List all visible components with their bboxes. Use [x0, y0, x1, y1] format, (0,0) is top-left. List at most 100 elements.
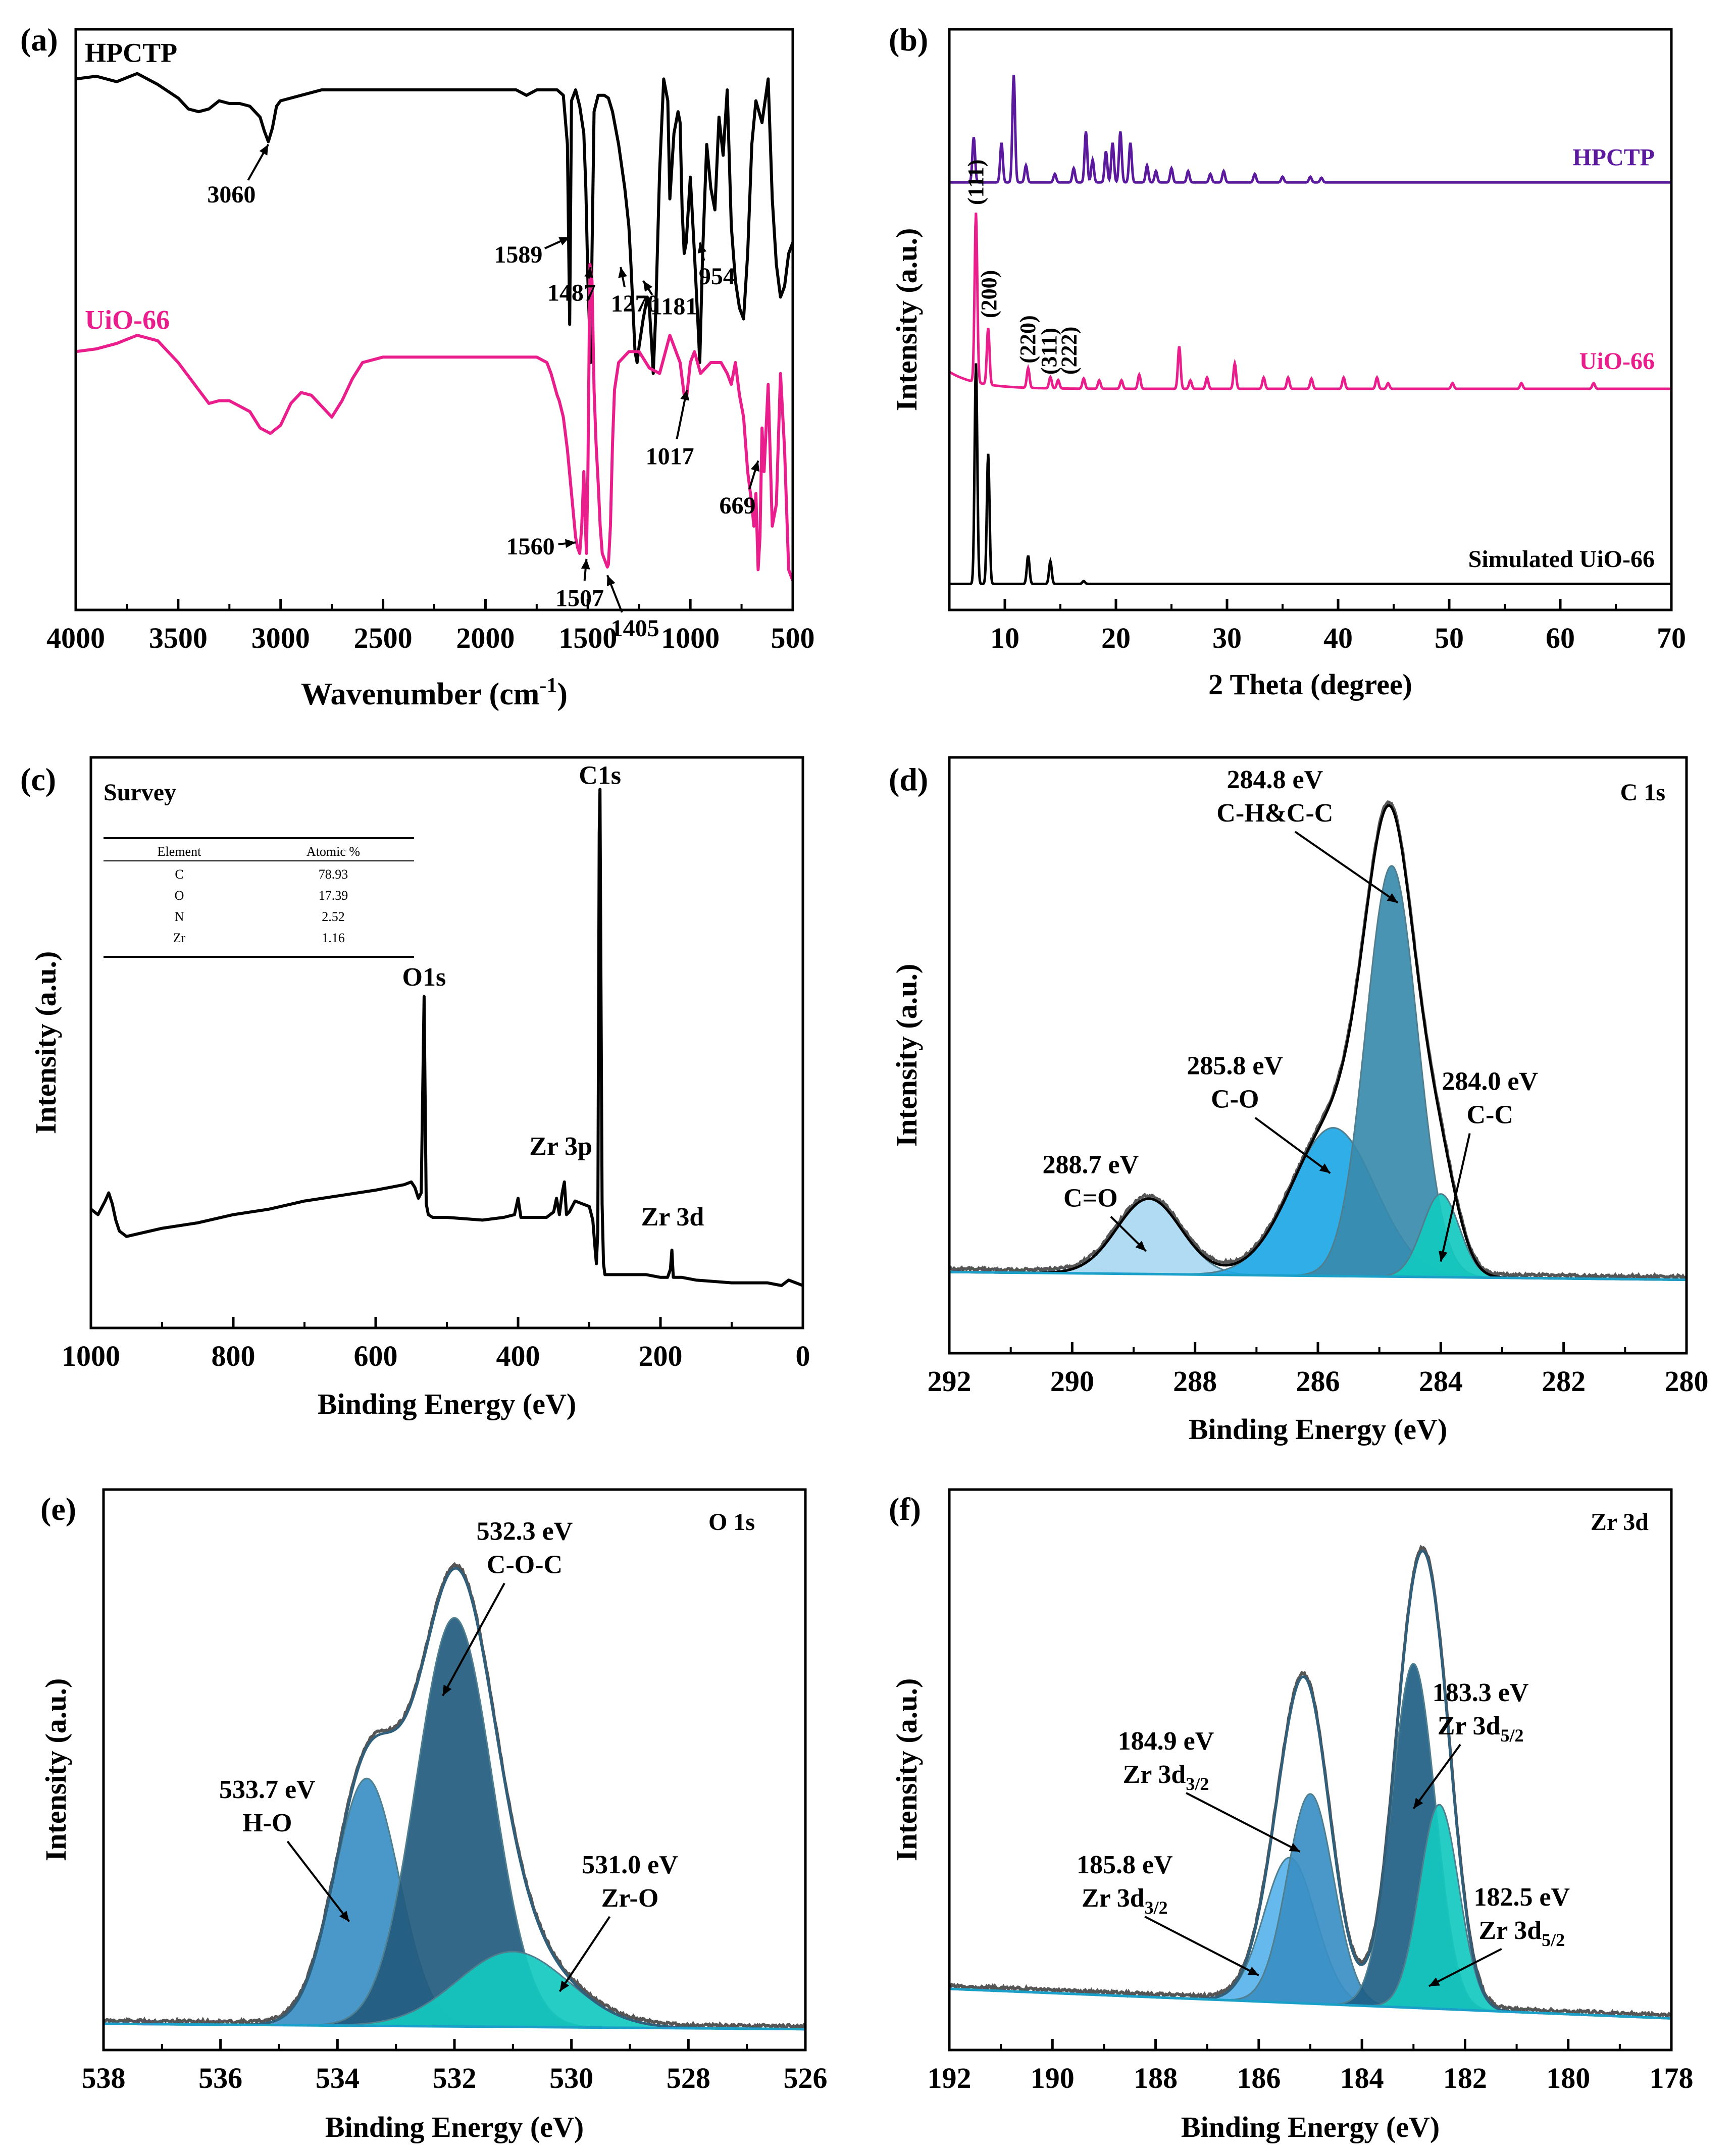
component-arrow-shaft — [1294, 831, 1399, 904]
peak-arrow-head — [259, 144, 269, 156]
component-label-subscript: 3/2 — [1186, 1774, 1209, 1794]
component-label: C-O-C — [487, 1551, 563, 1579]
component-arrow-shaft — [558, 1916, 611, 1992]
panel-c-marks: C1s O1s Zr 3p Zr 3d — [90, 761, 804, 1287]
panel-a-x-tick-label: 4000 — [46, 622, 105, 654]
peak-label: 954 — [699, 263, 735, 290]
panel-d-y-axis-title: Intensity (a.u.) — [890, 964, 923, 1147]
panel-b-x-tick-label: 10 — [990, 622, 1019, 654]
component-arrow-shaft — [1186, 1792, 1301, 1853]
background-line — [103, 2022, 806, 2031]
panel-f-title: Zr 3d — [1591, 1509, 1649, 1535]
table-cell: 78.93 — [319, 867, 348, 882]
peak-label: 1405 — [611, 615, 659, 642]
component-label: 532.3 eV — [477, 1517, 573, 1546]
panel-b-xrd: (b) HPCTP UiO-66 Simulated UiO-66 (111) (200… — [889, 22, 1686, 701]
panel-a-x-ticks: 4000 3500 3000 2500 2000 1500 1000 500 — [46, 599, 815, 654]
panel-b-label: (b) — [889, 22, 928, 58]
component-arrow-head — [1428, 1977, 1440, 1986]
panel-b-marks: HPCTP UiO-66 Simulated UiO-66 (111) (200) (22… — [948, 75, 1671, 585]
component-label: 284.8 eV — [1227, 765, 1323, 794]
panel-c-label: (c) — [20, 761, 56, 797]
panel-b-x-axis-title: 2 Theta (degree) — [1208, 668, 1412, 701]
panel-d-label: (d) — [889, 761, 928, 797]
panel-b-x-tick-label: 50 — [1435, 622, 1464, 654]
panel-b-x-ticks: 10 20 30 40 50 60 70 — [990, 599, 1686, 654]
panel-e-x-tick-label: 536 — [198, 2062, 242, 2094]
series-label: UiO-66 — [1579, 348, 1655, 375]
panel-c-xps-survey: (c) C1s O1s Zr 3p Zr 3d Survey Element Atomi… — [20, 756, 810, 1420]
series-label: HPCTP — [1572, 144, 1655, 171]
component-arrow-head — [559, 1980, 570, 1992]
component-label: C-C — [1466, 1101, 1513, 1130]
panel-b-x-tick-label: 60 — [1546, 622, 1575, 654]
panel-d-x-tick-label: 292 — [928, 1365, 972, 1398]
component-arrow-shaft — [1412, 1744, 1461, 1810]
series-label: HPCTP — [85, 37, 177, 68]
component-label: 185.8 eV — [1077, 1851, 1173, 1879]
component-arrow-shaft — [286, 1840, 350, 1922]
component-label: 284.0 eV — [1442, 1067, 1538, 1096]
peak-label: 1181 — [650, 293, 697, 320]
component-arrow-head — [339, 1911, 349, 1922]
panel-c-x-ticks: 1000 800 600 400 200 0 — [62, 1317, 810, 1372]
peak-arrow-head — [558, 237, 570, 246]
panel-a-x-tick-label: 2000 — [456, 622, 515, 654]
hkl-label: (111) — [963, 160, 988, 205]
table-header-cell: Element — [158, 844, 201, 859]
component-label-subscript: 5/2 — [1542, 1930, 1565, 1950]
background-line — [949, 1987, 1672, 2020]
component-arrow-head — [1413, 1798, 1423, 1809]
component-label: 182.5 eV — [1473, 1883, 1570, 1912]
component-arrow-shaft — [1144, 1916, 1259, 1976]
raw-data-line — [948, 800, 1688, 1281]
panel-e-marks: 532.3 eV C-O-C 533.7 eV H-O 531.0 eV Zr-O — [103, 1517, 806, 2031]
panel-b-y-axis-title: Intensity (a.u.) — [890, 228, 923, 412]
panel-d-x-tick-label: 286 — [1296, 1365, 1340, 1398]
panel-f-x-tick-label: 180 — [1546, 2062, 1590, 2094]
series-line-uio-66 — [948, 213, 1671, 390]
panel-a-label: (a) — [20, 22, 58, 58]
component-label: H-O — [242, 1809, 292, 1837]
component-arrow-head — [1289, 1843, 1300, 1852]
component-label-subscript: 5/2 — [1500, 1725, 1523, 1746]
panel-f-x-ticks: 192 190 188 186 184 182 180 178 — [928, 2039, 1694, 2094]
panel-c-x-tick-label: 600 — [354, 1340, 398, 1372]
panel-d-marks: 284.8 eV C-H&C-C 285.8 eV C-O 288.7 eV C=O 284… — [948, 765, 1688, 1282]
component-arrow-head — [1319, 1163, 1331, 1173]
panel-f-x-tick-label: 186 — [1237, 2062, 1281, 2094]
table-cell: C — [175, 867, 183, 882]
component-arrow-shaft — [1440, 1133, 1471, 1262]
panel-d-title: C 1s — [1620, 779, 1665, 806]
component-label: C-H&C-C — [1216, 799, 1333, 828]
component-arrow-head — [1387, 893, 1398, 903]
series-label: Simulated UiO-66 — [1468, 546, 1655, 573]
panel-c-x-tick-label: 400 — [496, 1340, 540, 1372]
panel-c-composition-table: Element Atomic % C 78.93 O 17.39 N 2.52 Zr 1.16 — [104, 837, 414, 958]
panel-f-y-axis-title: Intensity (a.u.) — [890, 1678, 923, 1862]
panel-d-x-tick-label: 290 — [1050, 1365, 1094, 1398]
component-arrow-head — [442, 1684, 452, 1696]
series-line-survey — [90, 788, 804, 1287]
panel-e-x-tick-label: 532 — [433, 2062, 477, 2094]
peak-label: 1487 — [547, 280, 596, 306]
table-header-cell: Atomic % — [307, 844, 360, 859]
panel-e-x-tick-label: 528 — [667, 2062, 710, 2094]
table-cell: Zr — [173, 931, 186, 945]
peak-arrow-head — [643, 281, 653, 292]
peak-label: 1017 — [646, 443, 694, 470]
panel-e-x-tick-label: 538 — [82, 2062, 126, 2094]
panel-e-x-ticks: 538 536 534 532 530 528 526 — [82, 2039, 828, 2094]
panel-a-x-tick-label: 500 — [771, 622, 815, 654]
panel-d-x-tick-label: 280 — [1665, 1365, 1709, 1398]
component-label: 184.9 eV — [1118, 1727, 1214, 1756]
panel-e-x-tick-label: 530 — [549, 2062, 593, 2094]
panel-f-zr3d: (f) 183.3 eV Zr 3d5/2 184.9 eV Zr 3d 3/2 185.… — [889, 1488, 1694, 2143]
component-label-subscript: 3/2 — [1145, 1898, 1168, 1918]
panel-f-x-tick-label: 192 — [928, 2062, 972, 2094]
component-arrow-head — [1439, 1250, 1448, 1262]
component-label: C=O — [1063, 1184, 1118, 1212]
panel-d-x-tick-label: 288 — [1173, 1365, 1217, 1398]
peak-arrow-head — [606, 575, 616, 587]
